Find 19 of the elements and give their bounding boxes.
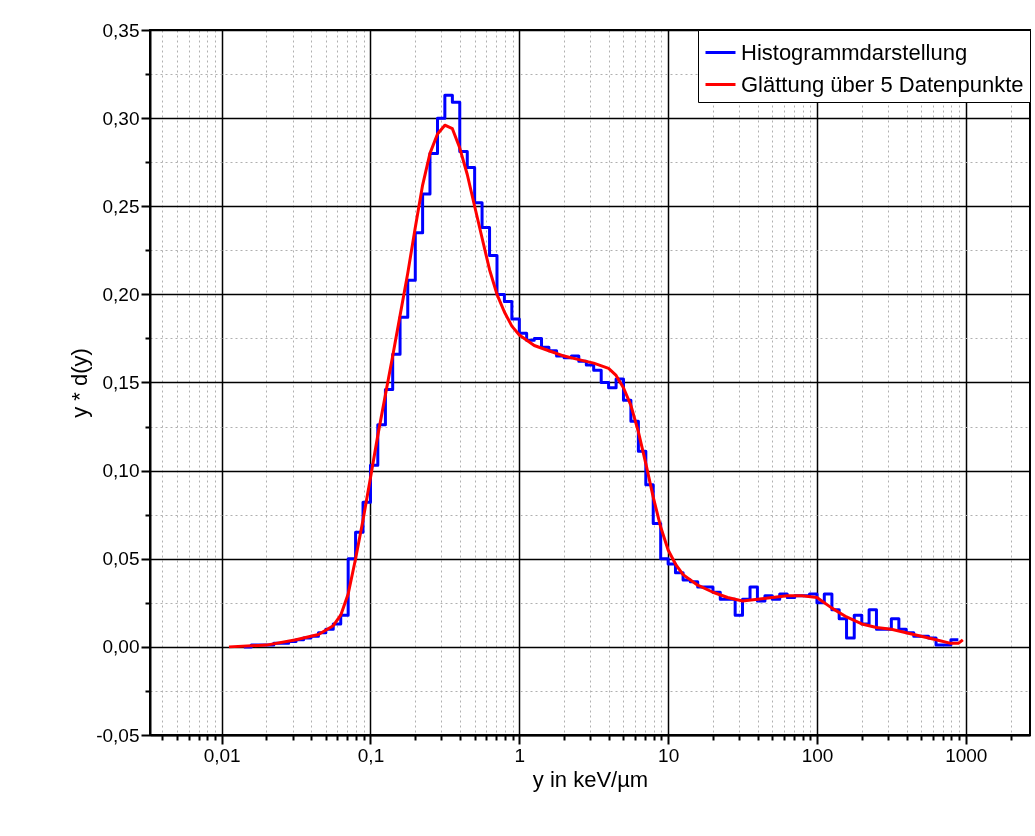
x-tick-label: 1000	[945, 744, 988, 766]
y-tick-label: 0,05	[102, 548, 140, 570]
y-tick-label: 0,30	[102, 107, 140, 129]
x-tick-label: 100	[801, 744, 834, 766]
y-axis-title: y * d(y)	[67, 348, 93, 418]
y-tick-label: 0,25	[102, 195, 140, 217]
y-tick-label: 0,35	[102, 19, 140, 41]
y-tick-label: 0,15	[102, 372, 140, 393]
x-tick-label: 10	[658, 744, 680, 766]
x-tick-label: 0,01	[203, 744, 241, 766]
y-tick-label: 0,10	[102, 460, 140, 482]
y-tick-label: 0,00	[102, 636, 140, 658]
y-tick-label: -0,05	[96, 724, 140, 746]
legend-label: Glättung über 5 Datenpunkte	[741, 71, 1024, 97]
legend-label: Histogrammdarstellung	[741, 39, 968, 65]
x-axis-title: y in keV/µm	[532, 766, 649, 792]
x-tick-label: 0,1	[357, 744, 385, 766]
x-tick-label: 1	[514, 744, 526, 766]
y-tick-label: 0,20	[102, 283, 140, 305]
